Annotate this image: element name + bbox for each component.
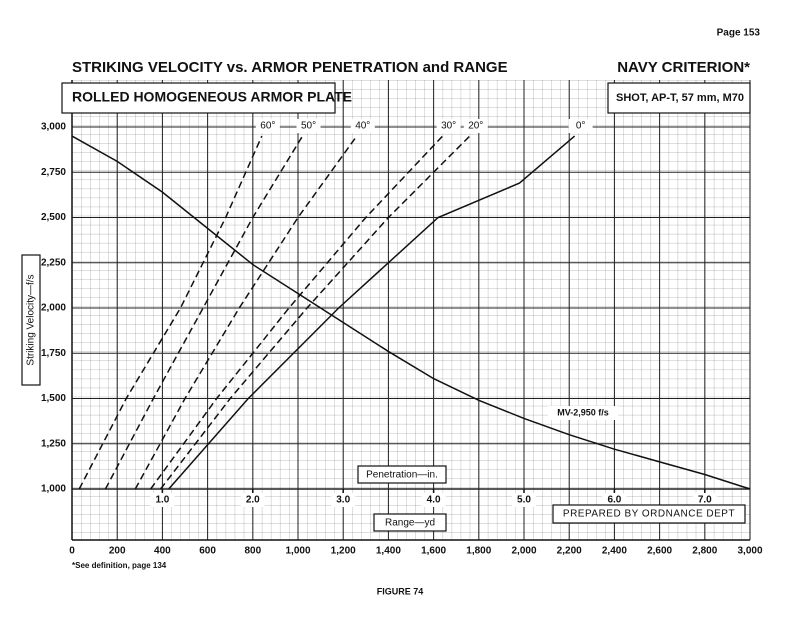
curve-label-box (436, 119, 461, 134)
subtitle: ROLLED HOMOGENEOUS ARMOR PLATE (72, 89, 352, 105)
x-tick-label: 1,400 (376, 546, 401, 557)
y-tick-label: 1,000 (41, 484, 66, 495)
projectile-box (607, 82, 751, 114)
x-tick-label: 2,400 (602, 546, 627, 557)
x2-tick-label: 6.0 (607, 495, 621, 506)
curve-label: 0° (576, 121, 586, 132)
x2-tick-box (602, 493, 627, 507)
penetration-curve (104, 135, 304, 490)
x2-tick-label: 3.0 (336, 495, 350, 506)
footnote: *See definition, page 134 (72, 561, 167, 570)
credit-box (552, 504, 746, 524)
y-tick-label: 2,750 (41, 167, 66, 178)
x-tick-label: 1,200 (331, 546, 356, 557)
x2-tick-box (331, 493, 356, 507)
x2-tick-box (512, 493, 536, 507)
curve-label: 60° (260, 121, 275, 132)
xlabel-box (373, 513, 447, 532)
credit: PREPARED BY ORDNANCE DEPT (563, 509, 735, 520)
chart-title: STRIKING VELOCITY vs. ARMOR PENETRATION … (72, 59, 508, 76)
x2-tick-box (692, 493, 717, 507)
x-axis-label: Range—yd (385, 518, 435, 529)
y-tick-label: 2,250 (41, 257, 66, 268)
x2-tick-label: 2.0 (246, 495, 260, 506)
curve-label: 20° (468, 121, 483, 132)
x-tick-label: 800 (244, 546, 261, 557)
x2-tick-box (421, 493, 446, 507)
x2-tick-box (240, 493, 265, 507)
range-curve (71, 135, 751, 490)
subtitle-box (61, 82, 336, 114)
x-tick-label: 400 (154, 546, 171, 557)
y-tick-label: 2,000 (41, 303, 66, 314)
penetration-curve (159, 135, 471, 490)
x-tick-label: 200 (109, 546, 126, 557)
curve-label-box (255, 119, 280, 134)
curve-label-box (463, 119, 488, 134)
curve-label-box (350, 119, 375, 134)
x2-tick-label: 5.0 (517, 495, 531, 506)
y-tick-label: 1,750 (41, 348, 66, 359)
x-tick-label: 0 (69, 546, 75, 557)
y-tick-label: 1,500 (41, 393, 66, 404)
x2-tick-label: 1.0 (155, 495, 169, 506)
x-tick-label: 2,000 (511, 546, 536, 557)
x-tick-label: 2,200 (557, 546, 582, 557)
projectile: SHOT, AP-T, 57 mm, M70 (616, 92, 744, 104)
ylabel-box (21, 254, 41, 386)
fine-grid (72, 80, 750, 540)
x-tick-label: 2,800 (692, 546, 717, 557)
x-tick-label: 600 (199, 546, 216, 557)
x2-tick-label: 7.0 (698, 495, 712, 506)
curve-label: 50° (301, 121, 316, 132)
curve-label: 40° (355, 121, 370, 132)
page-number: Page 153 (717, 28, 761, 39)
plot (71, 80, 751, 540)
x2-tick-label: 4.0 (427, 495, 441, 506)
x2label-box (357, 465, 447, 484)
x2-axis-label: Penetration—in. (366, 470, 438, 481)
penetration-curve (78, 135, 263, 490)
x2-tick-box (150, 493, 175, 507)
x-tick-label: 1,800 (466, 546, 491, 557)
y-tick-label: 1,250 (41, 438, 66, 449)
curve-label-box (568, 119, 593, 134)
y-axis-label: Striking Velocity—f/s (26, 274, 37, 365)
y-tick-label: 3,000 (41, 122, 66, 133)
x-tick-label: 2,600 (647, 546, 672, 557)
figure-label: FIGURE 74 (377, 586, 424, 596)
x-tick-label: 1,600 (421, 546, 446, 557)
annotation: MV-2,950 f/s (557, 407, 609, 417)
penetration-curve (168, 135, 576, 490)
curve-label: 30° (441, 121, 456, 132)
x-tick-label: 3,000 (737, 546, 762, 557)
annotation-box (548, 406, 618, 420)
penetration-curve (134, 135, 358, 490)
labels: 1,000 1,250 1,500 1,750 2,000 2,250 2,500 2,750… (41, 119, 763, 557)
y-tick-label: 2,500 (41, 212, 66, 223)
curve-label-box (296, 119, 321, 134)
criterion: NAVY CRITERION* (617, 59, 750, 76)
x-tick-label: 1,000 (285, 546, 310, 557)
